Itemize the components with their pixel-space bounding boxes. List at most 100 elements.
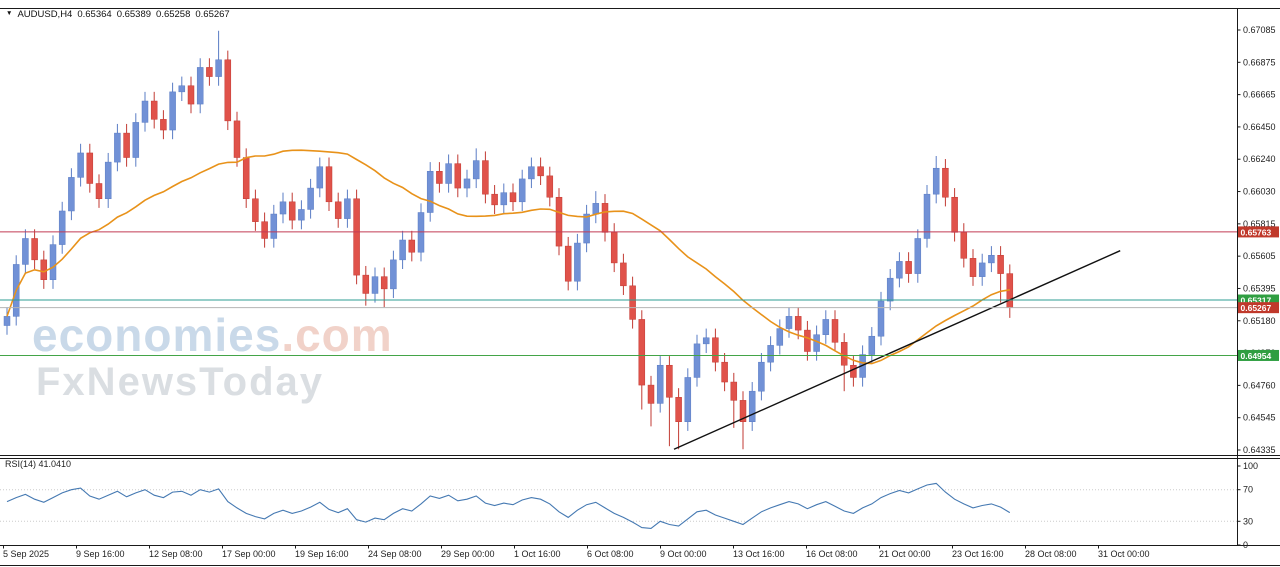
time-axis-label: 21 Oct 00:00 (879, 549, 931, 559)
ohlc-open: 0.65364 (77, 9, 112, 20)
price-badge (1238, 349, 1279, 361)
candle-body (95, 183, 103, 200)
rsi-axis-label: 0 (1243, 540, 1248, 550)
rsi-line (6, 482, 1011, 529)
candle-body (436, 171, 443, 184)
candle-body (702, 337, 710, 345)
price-badge-label: 0.64954 (1241, 351, 1272, 361)
price-axis-label: 0.65605 (1243, 251, 1276, 261)
candle-body (620, 262, 627, 287)
candle-body (472, 160, 480, 180)
candle-body (482, 160, 489, 195)
time-axis-label: 28 Oct 08:00 (1025, 549, 1077, 559)
price-axis-label: 0.66665 (1243, 90, 1276, 100)
candle-body (675, 397, 682, 422)
rsi-guide-lines (0, 489, 1237, 522)
candle-body (509, 192, 517, 203)
candle-body (923, 193, 931, 239)
candle-body (445, 163, 452, 184)
candle-body (224, 59, 232, 122)
rsi-axis-label: 30 (1243, 516, 1253, 526)
candle-body (583, 213, 590, 244)
price-axis-label: 0.65395 (1243, 283, 1276, 293)
candle-body (868, 335, 876, 355)
candle-body (233, 120, 241, 158)
candle-body (647, 384, 655, 404)
candle-body (454, 163, 462, 189)
candle-body (767, 345, 774, 363)
candle-body (537, 166, 544, 177)
ohlc-low: 0.65258 (156, 9, 191, 20)
candle-body (187, 85, 195, 105)
candle-body (68, 177, 75, 212)
candle-body (500, 192, 508, 206)
candle-body (997, 255, 1004, 274)
candle-body (491, 193, 498, 206)
candle-body (307, 187, 314, 210)
rsi-axis: 100 70 30 0 (1237, 461, 1258, 550)
price-axis-label: 0.65180 (1243, 316, 1276, 326)
candle-body (353, 198, 360, 276)
candle-body (528, 166, 535, 180)
candle-body (399, 239, 406, 261)
horizontal-levels (0, 231, 1237, 356)
candle-body (804, 329, 811, 352)
price-axis-label: 0.66030 (1243, 187, 1276, 197)
candles-series (3, 30, 1014, 450)
candle-body (877, 300, 885, 337)
candle-body (721, 361, 728, 383)
time-axis-label: 1 Oct 16:00 (514, 549, 561, 559)
ohlc-close: 0.65267 (195, 9, 230, 20)
time-axis-label: 9 Sep 16:00 (76, 549, 125, 559)
candle-body (270, 213, 278, 239)
candle-body (758, 361, 765, 392)
candle-body (160, 119, 167, 131)
candle-body (362, 274, 370, 294)
candle-body (86, 152, 94, 184)
candle-body (638, 319, 646, 386)
trendline[interactable] (673, 250, 1121, 450)
candle-body (261, 221, 268, 239)
candle-body (776, 328, 784, 346)
candle-body (978, 262, 986, 277)
candle-body (22, 238, 29, 265)
candle-body (380, 276, 388, 290)
candle-body (114, 132, 121, 163)
candle-body (693, 343, 701, 378)
candle-body (785, 316, 793, 329)
symbol-dropdown-icon[interactable]: ▼ (6, 10, 13, 18)
price-axis-label: 0.64760 (1243, 380, 1276, 390)
candle-body (666, 364, 673, 398)
candle-body (942, 167, 949, 198)
price-badge (1238, 302, 1279, 314)
candle-body (969, 258, 977, 277)
candle-body (298, 209, 305, 221)
price-axis-label: 0.66450 (1243, 122, 1276, 132)
candle-body (629, 285, 636, 320)
candle-body (169, 91, 176, 131)
candle-body (794, 316, 802, 331)
candle-body (3, 316, 11, 326)
time-axis-label: 17 Sep 00:00 (222, 549, 276, 559)
candle-body (610, 232, 618, 264)
candle-body (932, 167, 940, 195)
candle-body (555, 196, 563, 247)
price-badge (1238, 226, 1279, 238)
time-axis-label: 6 Oct 08:00 (587, 549, 634, 559)
candle-body (656, 364, 664, 404)
chart-title-symbol: AUDUSD,H4 (17, 9, 73, 20)
candle-body (886, 277, 894, 302)
ma-line (6, 149, 1010, 365)
candle-body (914, 238, 922, 274)
rsi-indicator-label: RSI(14) 41.0410 (5, 459, 72, 469)
candle-body (325, 166, 333, 203)
candle-body (141, 100, 149, 123)
candle-body (730, 381, 738, 401)
time-axis-label: 12 Sep 08:00 (149, 549, 203, 559)
candle-body (712, 337, 719, 363)
price-axis-label: 0.66875 (1243, 57, 1276, 67)
time-axis-label: 24 Sep 08:00 (368, 549, 422, 559)
